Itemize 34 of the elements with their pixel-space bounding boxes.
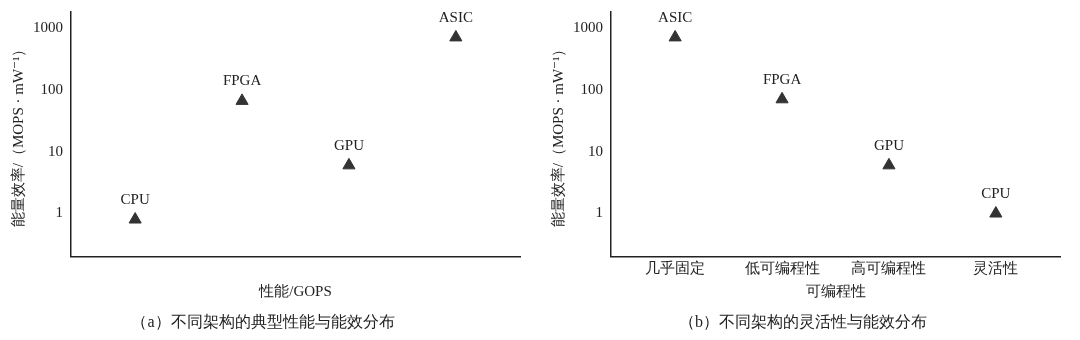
point	[775, 91, 789, 104]
x-axis-title: 性能/GOPS	[258, 282, 332, 299]
series-label: ASIC	[438, 8, 473, 25]
point	[235, 93, 249, 105]
text: （a）不同架构的典型性能与能效分布	[131, 312, 395, 330]
y-tick-label: 1000	[33, 18, 63, 35]
point	[989, 206, 1003, 218]
y-tick-label: 1	[595, 204, 603, 221]
series-label: FPGA	[762, 70, 802, 87]
y-tick-label: 1	[55, 204, 63, 221]
series-label: GPU	[873, 136, 905, 153]
point	[342, 157, 356, 170]
y-tick-label: 100	[580, 80, 603, 97]
x-tick-label: 低可编程性	[744, 259, 820, 276]
series-label: CPU	[981, 184, 1011, 201]
x-tick-label: 灵活性	[973, 259, 1019, 276]
point	[128, 212, 142, 224]
y-tick-label: 1000	[573, 18, 603, 35]
x-tick-label: 高可编程性	[851, 259, 927, 276]
point	[668, 29, 682, 42]
point	[449, 29, 463, 42]
y-tick-label: 10	[48, 142, 63, 159]
series-label: FPGA	[222, 72, 262, 89]
y-tick-label: 10	[588, 142, 603, 159]
x-tick-label: 几乎固定	[645, 259, 706, 276]
y-axis-title: 能量效率/（MOPS · mW⁻¹）	[9, 41, 26, 228]
y-tick-label: 100	[40, 80, 63, 97]
y-axis-title: 能量效率/（MOPS · mW⁻¹）	[549, 41, 566, 228]
series-label: ASIC	[658, 8, 693, 25]
text: （b）不同架构的灵活性与能效分布	[679, 312, 927, 330]
series-label: CPU	[120, 190, 150, 207]
point	[882, 157, 896, 170]
series-label: GPU	[333, 136, 365, 153]
x-axis-title: 可编程性	[805, 282, 866, 299]
